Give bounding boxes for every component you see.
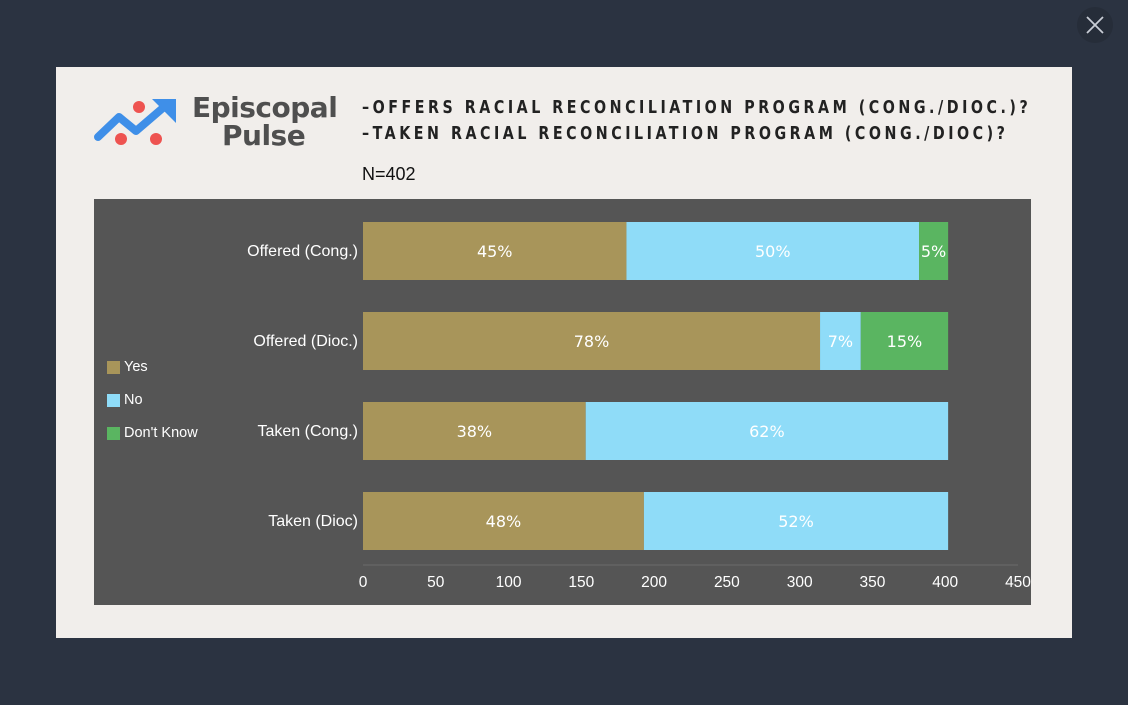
data-label-no-offered-cong: 50% <box>755 242 791 261</box>
legend-label-no: No <box>124 392 143 408</box>
title-line-1: –OFFERS RACIAL RECONCILIATION PROGRAM (C… <box>362 97 1032 118</box>
plot-area: Offered (Cong.) 45% 50% 5% Offered (Dioc.) 78… <box>94 199 1031 605</box>
x-tick-label-350: 350 <box>860 574 886 591</box>
category-label-taken-dioc: Taken (Dioc) <box>268 513 358 530</box>
logo: Episcopal Pulse <box>94 91 338 152</box>
data-label-yes-taken-dioc: 48% <box>486 512 522 531</box>
data-label-yes-taken-cong: 38% <box>457 422 493 441</box>
title-line-2: –TAKEN RACIAL RECONCILIATION PROGRAM (CO… <box>362 123 1009 144</box>
x-tick-label-300: 300 <box>787 574 813 591</box>
bar-yes-taken-dioc <box>363 492 644 550</box>
data-label-no-taken-cong: 62% <box>749 422 785 441</box>
legend-swatch-don-t-know <box>107 427 120 440</box>
x-tick-label-0: 0 <box>359 574 368 591</box>
logo-text: Episcopal Pulse <box>192 91 338 152</box>
sample-size-label: N=402 <box>362 164 416 184</box>
category-label-taken-cong: Taken (Cong.) <box>258 423 359 440</box>
bar-no-taken-cong <box>585 402 949 460</box>
logo-line2: Pulse <box>222 119 306 152</box>
legend: Yes No Don't Know <box>107 359 198 458</box>
logo-line1: Episcopal <box>192 91 338 124</box>
bar-yes-taken-cong <box>363 402 586 460</box>
legend-label-yes: Yes <box>124 359 148 375</box>
chart-card: Episcopal Pulse –OFFERS RACIAL RECONCILI… <box>56 67 1072 638</box>
bar-chart: Offered (Cong.) 45% 50% 5% Offered (Dioc.) 78… <box>247 222 1031 591</box>
data-label-yes-offered-dioc: 78% <box>574 332 610 351</box>
bar-no-offered-dioc <box>820 312 861 370</box>
x-tick-label-200: 200 <box>641 574 667 591</box>
bar-yes-offered-dioc <box>363 312 821 370</box>
bar-no-taken-dioc <box>643 492 949 550</box>
legend-item-no: No <box>107 392 198 425</box>
x-tick-label-100: 100 <box>496 574 522 591</box>
category-label-offered-cong: Offered (Cong.) <box>247 243 358 260</box>
data-label-no-taken-dioc: 52% <box>778 512 814 531</box>
close-button[interactable] <box>1077 7 1113 43</box>
category-label-offered-dioc: Offered (Dioc.) <box>253 333 358 350</box>
legend-label-don-t-know: Don't Know <box>124 425 198 441</box>
trend-chart-icon <box>94 99 176 145</box>
legend-swatch-no <box>107 394 120 407</box>
bar-don-t-know-offered-dioc <box>860 312 949 370</box>
legend-item-don-t-know: Don't Know <box>107 425 198 458</box>
chart-title: –OFFERS RACIAL RECONCILIATION PROGRAM (C… <box>362 95 1031 147</box>
data-label-no-offered-dioc: 7% <box>828 332 853 351</box>
bar-don-t-know-offered-cong <box>919 222 949 280</box>
bar-no-offered-cong <box>626 222 920 280</box>
x-tick-label-150: 150 <box>568 574 594 591</box>
legend-swatch-yes <box>107 361 120 374</box>
bar-yes-offered-cong <box>363 222 627 280</box>
data-label-don-t-know-offered-cong: 5% <box>921 242 946 261</box>
x-tick-label-250: 250 <box>714 574 740 591</box>
data-label-yes-offered-cong: 45% <box>477 242 513 261</box>
legend-item-yes: Yes <box>107 359 198 392</box>
x-tick-label-50: 50 <box>427 574 445 591</box>
x-tick-label-450: 450 <box>1005 574 1031 591</box>
data-label-don-t-know-offered-dioc: 15% <box>887 332 923 351</box>
close-icon <box>1086 16 1104 34</box>
x-tick-label-400: 400 <box>932 574 958 591</box>
